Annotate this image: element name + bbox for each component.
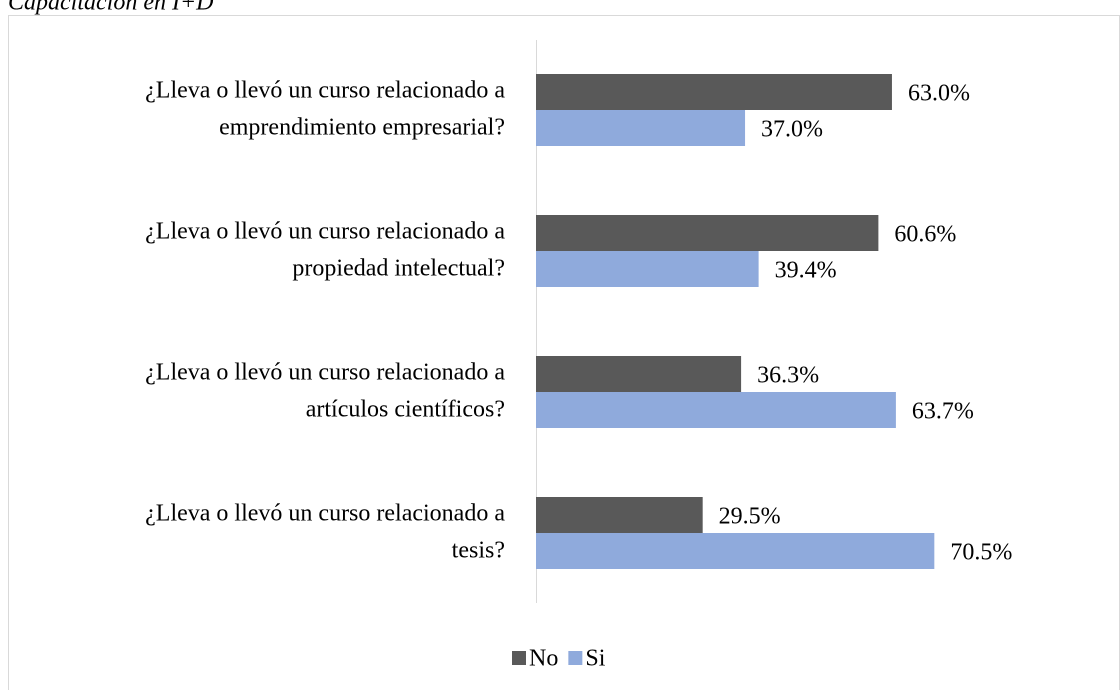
y-tick-label: ¿Lleva o llevó un curso relacionado a [145,219,505,245]
y-tick-label: ¿Lleva o llevó un curso relacionado a [145,360,505,386]
bar [536,251,759,287]
data-label: 70.5% [950,540,1012,566]
bar [536,110,746,146]
bar [536,356,742,392]
y-tick-label: ¿Lleva o llevó un curso relacionado a [145,501,505,527]
bar [536,497,703,533]
bar [536,392,896,428]
legend-label: No [529,646,558,672]
data-label: 37.0% [761,117,823,143]
bar [536,533,935,569]
data-label: 63.0% [908,81,970,107]
y-tick-label: emprendimiento empresarial? [219,115,505,141]
y-tick-label: propiedad intelectual? [292,256,505,282]
data-label: 60.6% [894,222,956,248]
data-label: 36.3% [757,363,819,389]
data-label: 63.7% [912,399,974,425]
data-label: 39.4% [775,258,837,284]
data-label: 29.5% [719,504,781,530]
y-tick-label: artículos científicos? [306,397,505,423]
legend-swatch [512,651,526,665]
legend-label: Si [585,646,605,672]
chart-title: Capacitación en I+D [8,0,214,16]
bar [536,74,892,110]
y-tick-label: tesis? [452,538,505,564]
bar [536,215,879,251]
y-tick-label: ¿Lleva o llevó un curso relacionado a [145,78,505,104]
legend-swatch [568,651,583,665]
